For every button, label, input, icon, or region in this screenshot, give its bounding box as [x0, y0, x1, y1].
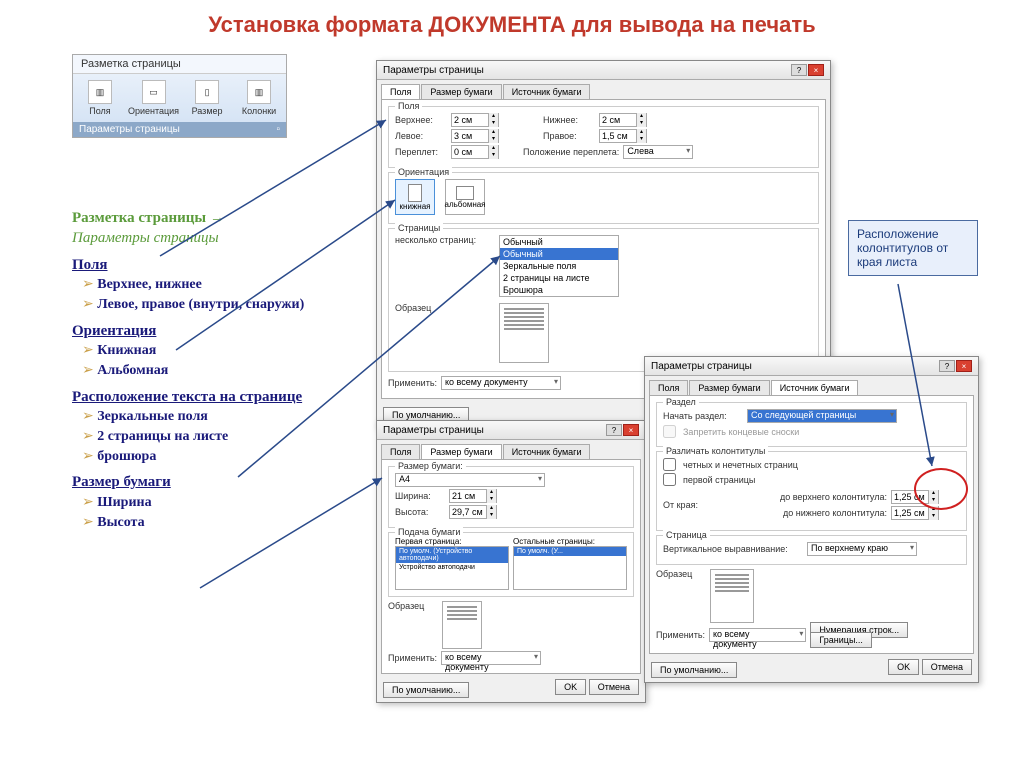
callout-headers: Расположение колонтитулов от края листа — [848, 220, 978, 276]
breadcrumb-2: Параметры страницы — [72, 228, 352, 248]
text-column: Разметка страницы → Параметры страницы П… — [72, 208, 352, 534]
breadcrumb-1: Разметка страницы → — [72, 208, 352, 228]
apply-select-3[interactable]: ко всему документу — [709, 628, 806, 642]
gutter-pos-select[interactable]: Слева — [623, 145, 693, 159]
section-orientation: Ориентация — [72, 321, 352, 341]
default-button-2[interactable]: По умолчанию... — [383, 682, 469, 698]
help-icon[interactable]: ? — [606, 424, 622, 436]
height-input[interactable]: ▴▾ — [449, 505, 497, 519]
preview-1 — [499, 303, 549, 363]
preview-2 — [442, 601, 482, 649]
ribbon-btn-size[interactable]: ▯Размер — [182, 78, 232, 118]
section-papersize: Размер бумаги — [72, 472, 352, 492]
dialog1-title: Параметры страницы — [383, 65, 484, 76]
margin-right-input[interactable]: ▴▾ — [599, 129, 647, 143]
tab-papersource[interactable]: Источник бумаги — [503, 84, 591, 99]
valign-select[interactable]: По верхнему краю — [807, 542, 917, 556]
default-button-3[interactable]: По умолчанию... — [651, 662, 737, 678]
cancel-button-2[interactable]: Отмена — [589, 679, 639, 695]
section-margins: Поля — [72, 255, 352, 275]
ribbon-btn-orientation[interactable]: ▭Ориентация — [127, 78, 180, 118]
ribbon-footer[interactable]: Параметры страницы▫ — [73, 122, 286, 137]
dialog-papersource: Параметры страницы ?× Поля Размер бумаги… — [644, 356, 979, 683]
papersize-select[interactable]: A4 — [395, 473, 545, 487]
tab-margins[interactable]: Поля — [381, 84, 420, 99]
suppress-checkbox — [663, 425, 676, 438]
highlight-circle — [914, 468, 968, 510]
ribbon-tab[interactable]: Разметка страницы — [73, 55, 286, 74]
margin-left-input[interactable]: ▴▾ — [451, 129, 499, 143]
ok-button-2[interactable]: OK — [555, 679, 586, 695]
margin-top-input[interactable]: ▴▾ — [451, 113, 499, 127]
close-icon[interactable]: × — [956, 360, 972, 372]
tab-papersize-3[interactable]: Размер бумаги — [689, 380, 769, 395]
dialog2-title: Параметры страницы — [383, 425, 484, 436]
multipage-listbox[interactable]: Обычный Обычный Зеркальные поля 2 страни… — [499, 235, 619, 297]
close-icon[interactable]: × — [623, 424, 639, 436]
tab-papersize-2[interactable]: Размер бумаги — [421, 444, 501, 459]
first-page-feed[interactable]: По умолч. (Устройство автоподачи)Устройс… — [395, 546, 509, 590]
section-layout: Расположение текста на странице — [72, 387, 352, 407]
orient-landscape[interactable]: альбомная — [445, 179, 485, 215]
ribbon-btn-margins[interactable]: ▥Поля — [75, 78, 125, 118]
ribbon: Разметка страницы ▥Поля ▭Ориентация ▯Раз… — [72, 54, 287, 138]
help-icon[interactable]: ? — [939, 360, 955, 372]
apply-select-2[interactable]: ко всему документу — [441, 651, 541, 665]
help-icon[interactable]: ? — [791, 64, 807, 76]
tab-papersource-2[interactable]: Источник бумаги — [503, 444, 591, 459]
tab-margins-2[interactable]: Поля — [381, 444, 420, 459]
ribbon-btn-columns[interactable]: ▥Колонки — [234, 78, 284, 118]
apply-select-1[interactable]: ко всему документу — [441, 376, 561, 390]
page-title: Установка формата ДОКУМЕНТА для вывода н… — [0, 0, 1024, 46]
cancel-button-3[interactable]: Отмена — [922, 659, 972, 675]
dialog3-title: Параметры страницы — [651, 361, 752, 372]
tab-papersource-3[interactable]: Источник бумаги — [771, 380, 859, 395]
margin-bottom-input[interactable]: ▴▾ — [599, 113, 647, 127]
borders-button[interactable]: Границы... — [810, 632, 872, 648]
preview-3 — [710, 569, 754, 623]
dialog-papersize: Параметры страницы ?× Поля Размер бумаги… — [376, 420, 646, 703]
other-page-feed[interactable]: По умолч. (У... — [513, 546, 627, 590]
orient-portrait[interactable]: книжная — [395, 179, 435, 215]
odd-even-checkbox[interactable] — [663, 458, 676, 471]
section-start-select[interactable]: Со следующей страницы — [747, 409, 897, 423]
tab-papersize[interactable]: Размер бумаги — [421, 84, 501, 99]
tab-margins-3[interactable]: Поля — [649, 380, 688, 395]
close-icon[interactable]: × — [808, 64, 824, 76]
width-input[interactable]: ▴▾ — [449, 489, 497, 503]
gutter-input[interactable]: ▴▾ — [451, 145, 499, 159]
first-page-checkbox[interactable] — [663, 473, 676, 486]
ok-button-3[interactable]: OK — [888, 659, 919, 675]
